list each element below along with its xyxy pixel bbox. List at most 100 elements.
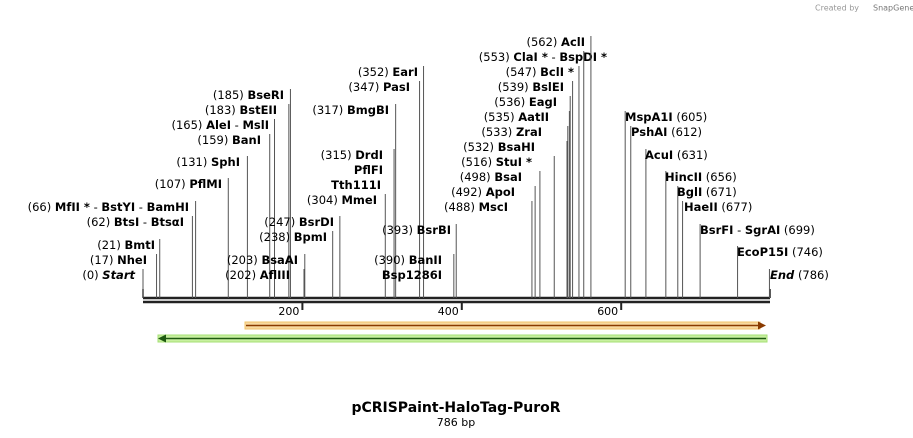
separator: - bbox=[737, 223, 741, 237]
enzyme-name: EagI bbox=[529, 95, 557, 109]
site-position: (631) bbox=[677, 148, 708, 162]
site-label: (562) AclI bbox=[526, 35, 585, 49]
enzyme-name: BanI bbox=[232, 133, 261, 147]
enzyme-name: MscI bbox=[479, 200, 508, 214]
site-label: (203) BsaAI bbox=[227, 253, 298, 267]
site-position: (347) bbox=[348, 80, 379, 94]
site-label: End (786) bbox=[770, 268, 829, 282]
enzyme-name: BsrFI bbox=[700, 223, 733, 237]
site-position: (533) bbox=[481, 125, 512, 139]
brand: SnapGene bbox=[873, 4, 913, 13]
site-position: (17) bbox=[90, 253, 114, 267]
enzyme-name: AcuI bbox=[645, 148, 673, 162]
site-label: Tth111I bbox=[331, 178, 381, 192]
site-label: BglI (671) bbox=[677, 185, 737, 199]
separator: - bbox=[235, 118, 239, 132]
site-label: (185) BseRI bbox=[213, 88, 284, 102]
site-label: (62) BtsI - BtsαI bbox=[87, 215, 184, 229]
created-by: Created by bbox=[815, 4, 859, 13]
site-position: (536) bbox=[494, 95, 525, 109]
site-position: (304) bbox=[307, 193, 338, 207]
site-label: (539) BslEI bbox=[498, 80, 564, 94]
site-position: (238) bbox=[259, 230, 290, 244]
site-label: BsrFI - SgrAI (699) bbox=[700, 223, 815, 237]
site-label: (238) BpmI bbox=[259, 230, 327, 244]
enzyme-name: EarI bbox=[392, 65, 418, 79]
enzyme-name: ClaI * bbox=[513, 50, 547, 64]
site-label: (17) NheI bbox=[90, 253, 147, 267]
enzyme-name: BspDI * bbox=[559, 50, 607, 64]
site-position: (605) bbox=[676, 110, 707, 124]
enzyme-name: HincII bbox=[665, 170, 702, 184]
enzyme-name: BpmI bbox=[294, 230, 327, 244]
enzyme-name: BsaAI bbox=[261, 253, 298, 267]
enzyme-name: MspA1I bbox=[625, 110, 673, 124]
site-position: (203) bbox=[227, 253, 258, 267]
site-position: (671) bbox=[706, 185, 737, 199]
enzyme-name: MfII * bbox=[55, 200, 90, 214]
enzyme-name: BstEII bbox=[239, 103, 277, 117]
site-position: (0) bbox=[82, 268, 98, 282]
enzyme-name: PflFI bbox=[354, 163, 383, 177]
site-position: (131) bbox=[176, 155, 207, 169]
site-label: (317) BmgBI bbox=[312, 103, 389, 117]
site-label: EcoP15I (746) bbox=[737, 245, 823, 259]
site-position: (165) bbox=[172, 118, 203, 132]
tick-label: 400 bbox=[438, 305, 459, 318]
site-label: (0) Start bbox=[82, 268, 135, 282]
site-label: MspA1I (605) bbox=[625, 110, 707, 124]
site-position: (677) bbox=[721, 200, 752, 214]
site-position: (547) bbox=[506, 65, 537, 79]
separator: - bbox=[94, 200, 98, 214]
site-position: (159) bbox=[197, 133, 228, 147]
site-label: (107) PflMI bbox=[155, 177, 222, 191]
site-label: (247) BsrDI bbox=[264, 215, 334, 229]
site-position: (562) bbox=[526, 35, 557, 49]
enzyme-name: BmgBI bbox=[347, 103, 389, 117]
site-label: (516) StuI * bbox=[461, 155, 532, 169]
site-position: (390) bbox=[374, 253, 405, 267]
site-position: (553) bbox=[479, 50, 510, 64]
site-position: (786) bbox=[798, 268, 829, 282]
site-label: (66) MfII * - BstYI - BamHI bbox=[28, 200, 189, 214]
site-position: (498) bbox=[460, 170, 491, 184]
site-label: HincII (656) bbox=[665, 170, 737, 184]
site-position: (185) bbox=[213, 88, 244, 102]
site-label: (131) SphI bbox=[176, 155, 240, 169]
site-label: (393) BsrBI bbox=[382, 223, 451, 237]
enzyme-name: BsaHI bbox=[498, 140, 535, 154]
site-position: (317) bbox=[312, 103, 343, 117]
site-label: (352) EarI bbox=[358, 65, 418, 79]
site-label: (165) AleI - MslI bbox=[172, 118, 270, 132]
separator: - bbox=[552, 50, 556, 64]
site-label: HaeII (677) bbox=[684, 200, 752, 214]
enzyme-name: DrdI bbox=[355, 148, 383, 162]
site-label: (492) ApoI bbox=[451, 185, 515, 199]
site-label: (159) BanI bbox=[197, 133, 261, 147]
site-position: (539) bbox=[498, 80, 529, 94]
enzyme-name: AleI bbox=[206, 118, 231, 132]
enzyme-name: BseRI bbox=[247, 88, 284, 102]
site-label: (183) BstEII bbox=[205, 103, 277, 117]
enzyme-name: PasI bbox=[383, 80, 410, 94]
site-label: (390) BanII bbox=[374, 253, 442, 267]
enzyme-name: BmtI bbox=[124, 238, 155, 252]
site-label: (21) BmtI bbox=[97, 238, 155, 252]
enzyme-name: SphI bbox=[211, 155, 240, 169]
site-label: (547) BclI * bbox=[506, 65, 574, 79]
site-label: (304) MmeI bbox=[307, 193, 377, 207]
site-position: (488) bbox=[444, 200, 475, 214]
site-position: (393) bbox=[382, 223, 413, 237]
site-position: (746) bbox=[792, 245, 823, 259]
enzyme-name: AflIII bbox=[260, 268, 290, 282]
site-label: (532) BsaHI bbox=[463, 140, 535, 154]
site-label: AcuI (631) bbox=[645, 148, 708, 162]
enzyme-name: MslI bbox=[242, 118, 269, 132]
enzyme-name: ZraI bbox=[516, 125, 542, 139]
site-position: (612) bbox=[671, 125, 702, 139]
site-position: (352) bbox=[358, 65, 389, 79]
site-position: (315) bbox=[321, 148, 352, 162]
enzyme-name: PshAI bbox=[631, 125, 667, 139]
tick-label: 600 bbox=[597, 305, 618, 318]
